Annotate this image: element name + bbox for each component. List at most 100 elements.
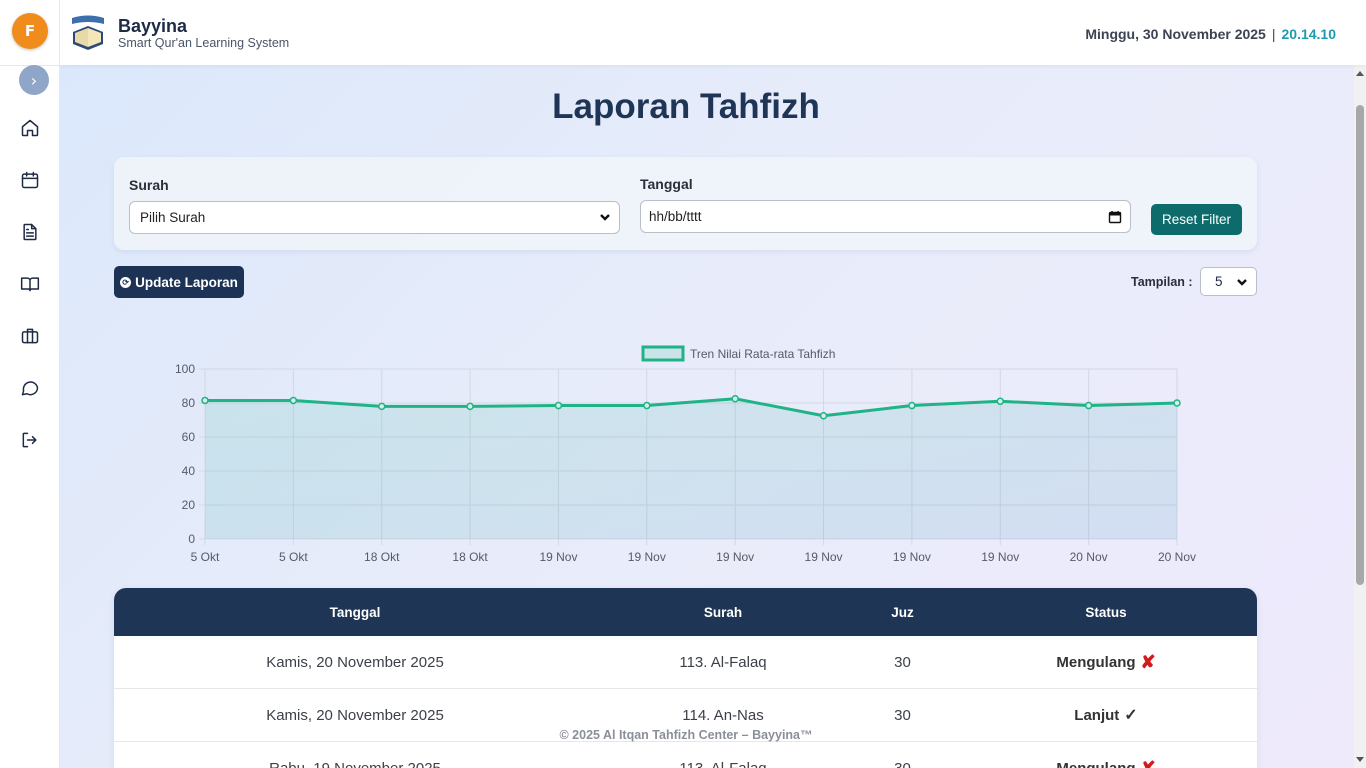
sidebar-item-calendar[interactable] bbox=[19, 169, 41, 191]
display-count-select[interactable]: 5 bbox=[1200, 267, 1257, 296]
cell-juz: 30 bbox=[894, 759, 911, 768]
reset-filter-button[interactable]: Reset Filter bbox=[1151, 204, 1242, 235]
data-point bbox=[996, 397, 1005, 406]
cell-juz: 30 bbox=[894, 653, 911, 671]
tahfizh-trend-chart: 0 20 40 60 80 100 5 Okt 5 Okt 18 Okt 18 Okt 19 Nov… bbox=[114, 335, 1257, 575]
y-tick-label: 40 bbox=[182, 464, 196, 478]
cross-icon: ✘ bbox=[1140, 651, 1156, 672]
main-content: Laporan Tahfizh Surah Pilih Surah Tangga… bbox=[60, 65, 1354, 768]
sidebar-item-work[interactable] bbox=[19, 325, 41, 347]
refresh-icon: ⟳ bbox=[120, 276, 132, 288]
series-line bbox=[205, 397, 1178, 418]
sidebar: F › bbox=[0, 0, 60, 768]
scrollbar-thumb[interactable] bbox=[1356, 105, 1364, 585]
update-report-label: Update Laporan bbox=[135, 274, 238, 290]
document-icon bbox=[23, 223, 37, 241]
y-tick-label: 60 bbox=[182, 430, 196, 444]
cell-status: Lanjut ✓ bbox=[955, 689, 1257, 741]
sidebar-toggle-button[interactable]: › bbox=[19, 65, 49, 95]
table-row[interactable]: Kamis, 20 November 2025 113. Al-Falaq 30… bbox=[114, 636, 1257, 689]
x-tick-label: 19 Nov bbox=[805, 550, 843, 564]
chevron-right-icon: › bbox=[30, 70, 38, 90]
table-row[interactable]: Rabu, 19 November 2025 113. Al-Falaq 30 … bbox=[114, 742, 1257, 768]
data-point bbox=[289, 396, 298, 405]
x-tick-label: 5 Okt bbox=[279, 550, 308, 564]
sidebar-item-quran[interactable] bbox=[19, 273, 41, 295]
x-tick-label: 19 Nov bbox=[716, 550, 754, 564]
chevron-down-icon bbox=[1236, 276, 1248, 288]
y-tick-label: 0 bbox=[188, 532, 195, 546]
cell-status: Mengulang ✘ bbox=[955, 742, 1257, 768]
scroll-up-arrow-icon[interactable] bbox=[1356, 71, 1364, 76]
page-title: Laporan Tahfizh bbox=[552, 87, 820, 126]
surah-filter-label: Surah bbox=[129, 177, 169, 193]
data-point bbox=[731, 395, 739, 403]
date-input[interactable]: hh/bb/tttt bbox=[640, 200, 1131, 233]
date-input-placeholder: hh/bb/tttt bbox=[649, 209, 702, 224]
display-count-label: Tampilan : bbox=[1131, 275, 1193, 289]
cell-juz: 30 bbox=[894, 706, 911, 724]
x-tick-label: 19 Nov bbox=[539, 550, 577, 564]
data-point bbox=[554, 401, 563, 410]
y-tick-label: 20 bbox=[182, 498, 196, 512]
legend-swatch bbox=[641, 345, 685, 362]
cell-surah: 113. Al-Falaq bbox=[679, 759, 767, 768]
legend-label: Tren Nilai Rata-rata Tahfizh bbox=[690, 347, 835, 361]
sidebar-item-logout[interactable] bbox=[19, 429, 41, 451]
bayyina-logo bbox=[72, 15, 104, 50]
datetime-display: Minggu, 30 November 2025 | 20.14.10 bbox=[1085, 26, 1336, 42]
cross-icon: ✘ bbox=[1140, 757, 1156, 768]
surah-select-value: Pilih Surah bbox=[140, 210, 206, 225]
user-avatar[interactable]: F bbox=[12, 13, 48, 49]
surah-select[interactable]: Pilih Surah bbox=[129, 201, 620, 234]
brand-tagline: Smart Qur'an Learning System bbox=[118, 36, 290, 50]
date-filter-label: Tanggal bbox=[640, 176, 693, 192]
x-tick-label: 20 Nov bbox=[1158, 550, 1196, 564]
sidebar-item-home[interactable] bbox=[19, 117, 41, 139]
page-scrollbar[interactable] bbox=[1354, 65, 1366, 768]
cell-surah: 114. An-Nas bbox=[682, 706, 764, 724]
series-area bbox=[205, 398, 1177, 539]
cell-date: Kamis, 20 November 2025 bbox=[266, 706, 444, 724]
sidebar-item-chat[interactable] bbox=[19, 377, 41, 399]
data-point bbox=[1173, 399, 1181, 407]
home-icon bbox=[21, 119, 39, 137]
x-tick-label: 19 Nov bbox=[893, 550, 931, 564]
update-report-button[interactable]: ⟳ Update Laporan bbox=[114, 266, 244, 298]
status-text: Mengulang bbox=[1056, 653, 1136, 671]
header-juz: Juz bbox=[891, 604, 914, 620]
footer-copyright: © 2025 Al Itqan Tahfizh Center – Bayyina… bbox=[559, 728, 813, 742]
top-header: Bayyina Smart Qur'an Learning System Min… bbox=[60, 0, 1366, 65]
x-tick-label: 18 Okt bbox=[452, 550, 488, 564]
x-tick-label: 20 Nov bbox=[1070, 550, 1108, 564]
cell-date: Rabu, 19 November 2025 bbox=[269, 759, 441, 768]
chevron-down-icon bbox=[599, 211, 611, 223]
logout-icon bbox=[22, 432, 37, 448]
x-tick-label: 19 Nov bbox=[981, 550, 1019, 564]
x-tick-label: 5 Okt bbox=[191, 550, 220, 564]
header-date: Tanggal bbox=[329, 604, 381, 620]
cell-status: Mengulang ✘ bbox=[955, 636, 1257, 688]
calendar-picker-icon[interactable] bbox=[1108, 210, 1122, 224]
data-point bbox=[466, 402, 474, 411]
status-text: Lanjut bbox=[1074, 706, 1120, 724]
y-tick-label: 100 bbox=[175, 362, 195, 376]
table-row[interactable]: Kamis, 20 November 2025 114. An-Nas 30 L… bbox=[114, 689, 1257, 742]
header-status: Status bbox=[1085, 604, 1127, 620]
chat-icon bbox=[21, 381, 39, 396]
current-time: 20.14.10 bbox=[1281, 26, 1337, 42]
x-tick-label: 19 Nov bbox=[628, 550, 666, 564]
data-point bbox=[819, 412, 828, 420]
header-surah: Surah bbox=[703, 604, 743, 620]
check-icon: ✓ bbox=[1124, 707, 1138, 724]
y-tick-label: 80 bbox=[182, 396, 196, 410]
status-text: Mengulang bbox=[1056, 759, 1136, 768]
briefcase-icon bbox=[21, 328, 39, 344]
cell-surah: 113. Al-Falaq bbox=[679, 653, 767, 671]
report-table: Tanggal Surah Juz Status Kamis, 20 Novem… bbox=[114, 588, 1257, 768]
sidebar-item-report[interactable] bbox=[19, 221, 41, 243]
scroll-down-arrow-icon[interactable] bbox=[1356, 757, 1364, 762]
chart-canvas: 0 20 40 60 80 100 5 Okt 5 Okt 18 Okt 18 Okt 19 Nov… bbox=[175, 345, 1196, 564]
display-count-value: 5 bbox=[1215, 274, 1223, 289]
current-date: Minggu, 30 November 2025 bbox=[1085, 26, 1266, 42]
